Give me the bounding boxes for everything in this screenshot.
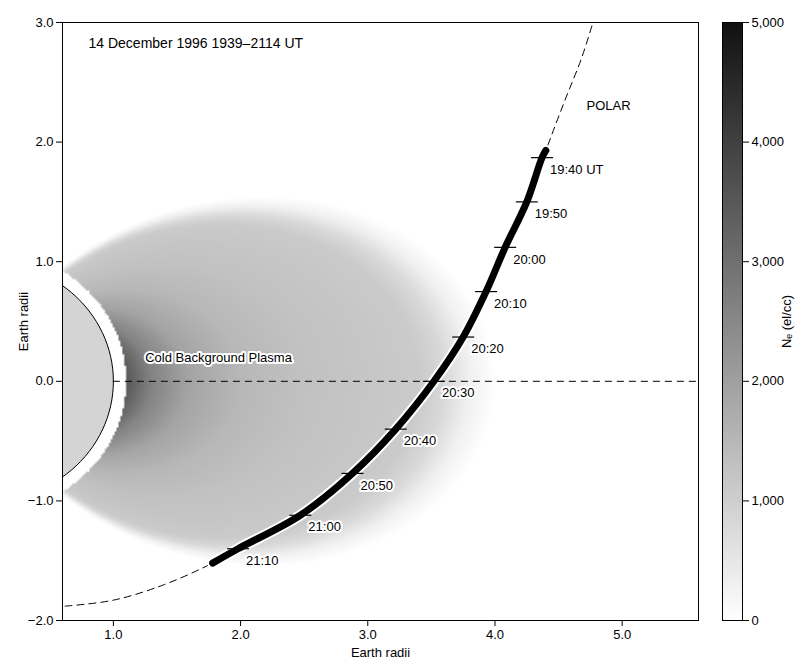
svg-text:14 December 1996 1939–2114 UT: 14 December 1996 1939–2114 UT <box>89 35 304 51</box>
svg-text:Cold Background Plasma: Cold Background Plasma <box>145 350 292 365</box>
svg-text:21:10: 21:10 <box>246 553 279 568</box>
svg-text:Nₑ (el/cc): Nₑ (el/cc) <box>779 295 794 348</box>
svg-text:4.0: 4.0 <box>486 627 504 642</box>
svg-text:1,000: 1,000 <box>752 493 785 508</box>
svg-text:Earth radii: Earth radii <box>16 292 31 351</box>
svg-text:Earth radii: Earth radii <box>351 645 410 660</box>
svg-text:5,000: 5,000 <box>752 15 785 30</box>
svg-text:2.0: 2.0 <box>35 134 53 149</box>
svg-text:20:50: 20:50 <box>361 478 394 493</box>
svg-text:20:20: 20:20 <box>471 341 504 356</box>
svg-text:3.0: 3.0 <box>359 627 377 642</box>
svg-text:2,000: 2,000 <box>752 373 785 388</box>
svg-text:1.0: 1.0 <box>35 254 53 269</box>
svg-text:5.0: 5.0 <box>613 627 631 642</box>
svg-text:0: 0 <box>752 613 759 628</box>
svg-text:20:30: 20:30 <box>442 385 475 400</box>
svg-text:−2.0: −2.0 <box>28 613 54 628</box>
svg-text:3.0: 3.0 <box>35 15 53 30</box>
svg-text:19:50: 19:50 <box>535 206 568 221</box>
svg-text:1.0: 1.0 <box>104 627 122 642</box>
svg-text:3,000: 3,000 <box>752 254 785 269</box>
svg-text:20:00: 20:00 <box>513 252 546 267</box>
svg-text:19:40 UT: 19:40 UT <box>550 162 604 177</box>
svg-text:0.0: 0.0 <box>35 373 53 388</box>
svg-text:−1.0: −1.0 <box>28 493 54 508</box>
svg-text:4,000: 4,000 <box>752 134 785 149</box>
svg-text:20:10: 20:10 <box>494 296 527 311</box>
svg-text:21:00: 21:00 <box>308 519 341 534</box>
svg-text:POLAR: POLAR <box>587 98 631 113</box>
svg-text:2.0: 2.0 <box>232 627 250 642</box>
svg-text:20:40: 20:40 <box>404 433 437 448</box>
